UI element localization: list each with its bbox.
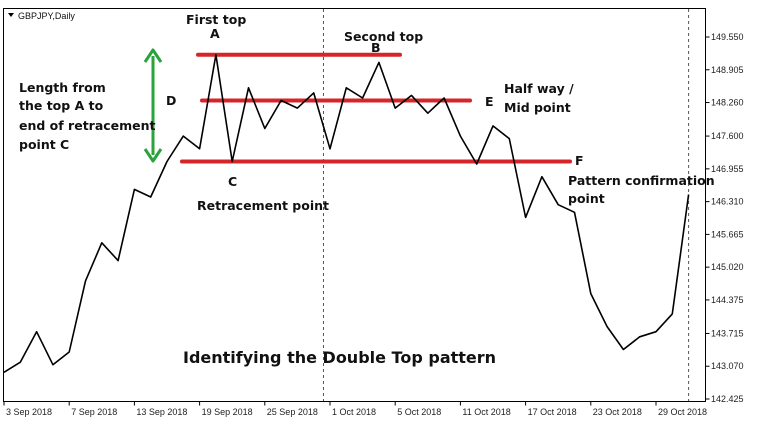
first-top-label: First top [186,12,246,27]
chart-caption: Identifying the Double Top pattern [183,348,496,367]
x-tick-label: 1 Oct 2018 [332,407,376,417]
point-e-label: E [485,94,494,109]
y-tick-label: 149.550 [711,32,744,42]
confirmation-line-1: Pattern confirmation [568,173,715,188]
y-axis-ticks: 149.550 148.905 148.260 147.600 146.955 146.3… [705,32,744,404]
length-arrow [143,48,163,163]
x-axis-ticks: 3 Sep 2018 7 Sep 2018 13 Sep 2018 19 Sep 20… [3,401,707,417]
x-tick-label: 23 Oct 2018 [593,407,642,417]
length-text-line-3: end of retracement [19,118,156,133]
chart-menu-triangle-icon[interactable] [8,13,14,17]
y-tick-label: 143.715 [711,328,744,338]
price-line [3,53,690,373]
length-text-line-2: the top A to [19,98,104,113]
point-b-label: B [371,40,381,55]
x-tick-label: 13 Sep 2018 [136,407,187,417]
y-tick-label: 145.665 [711,229,744,239]
y-tick-label: 148.260 [711,98,744,108]
second-top-label: Second top [344,29,423,44]
length-text-line-4: point C [19,137,69,152]
symbol-label: GBPJPY,Daily [18,11,75,21]
y-tick-label: 147.600 [711,131,744,141]
y-tick-label: 148.905 [711,65,744,75]
y-tick-label: 145.020 [711,262,744,272]
x-tick-label: 19 Sep 2018 [202,407,253,417]
length-arrow-head-bottom [143,148,163,163]
point-d-label: D [166,93,176,108]
y-tick-label: 146.310 [711,197,744,207]
confirmation-line-2: point [568,191,605,206]
point-a-label: A [210,26,220,41]
x-tick-label: 5 Oct 2018 [397,407,441,417]
retracement-label: Retracement point [197,198,329,213]
length-text-line-1: Length from [19,80,106,95]
length-arrow-head-top [143,48,163,63]
point-c-label: C [228,174,237,189]
x-tick-label: 29 Oct 2018 [658,407,707,417]
half-way-line-2: Mid point [504,100,571,115]
vertical-markers [322,9,690,401]
x-tick-label: 11 Oct 2018 [462,407,510,417]
point-f-label: F [575,153,584,168]
level-lines [180,52,572,164]
price-series [3,53,690,373]
x-tick-label: 25 Sep 2018 [267,407,318,417]
y-tick-label: 143.070 [711,361,744,371]
x-tick-label: 3 Sep 2018 [6,407,52,417]
x-tick-label: 17 Oct 2018 [528,407,577,417]
y-tick-label: 144.375 [711,295,744,305]
y-tick-label: 142.425 [711,394,744,404]
y-tick-label: 146.955 [711,164,744,174]
x-tick-label: 7 Sep 2018 [71,407,117,417]
half-way-line-1: Half way / [504,81,574,96]
